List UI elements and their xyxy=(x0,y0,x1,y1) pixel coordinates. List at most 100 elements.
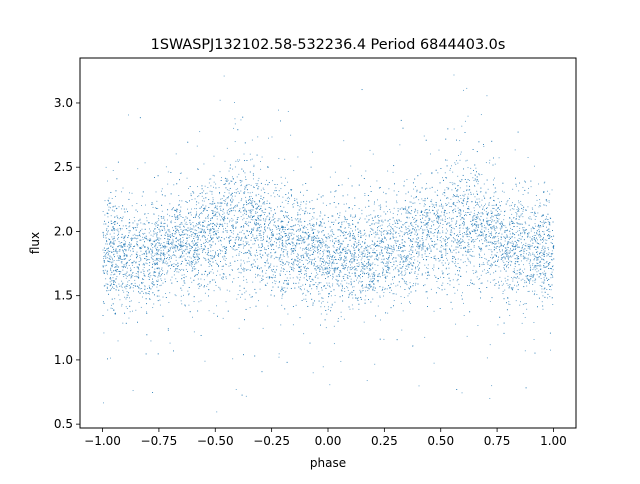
data-point xyxy=(158,295,160,297)
data-point xyxy=(231,232,233,233)
data-point xyxy=(412,345,414,347)
data-point xyxy=(329,384,331,386)
data-point xyxy=(211,193,213,195)
data-point xyxy=(311,237,313,239)
data-point xyxy=(528,279,530,280)
data-point xyxy=(222,317,224,319)
data-point xyxy=(526,253,527,255)
data-point xyxy=(370,223,372,225)
data-point xyxy=(257,227,259,229)
data-point xyxy=(246,261,248,263)
data-point xyxy=(480,212,482,214)
data-point xyxy=(168,265,170,267)
data-point xyxy=(134,220,136,222)
data-point xyxy=(138,264,140,265)
data-point xyxy=(299,259,301,261)
data-point xyxy=(309,235,311,237)
data-point xyxy=(309,233,311,235)
data-point xyxy=(187,290,189,292)
plot-area xyxy=(80,58,576,428)
data-point xyxy=(358,248,360,250)
data-point xyxy=(416,219,418,221)
data-point xyxy=(543,259,544,260)
data-point xyxy=(334,301,336,303)
data-point xyxy=(501,245,502,246)
data-point xyxy=(370,185,372,187)
data-point xyxy=(310,261,312,263)
data-point xyxy=(193,226,195,228)
data-point xyxy=(197,254,199,256)
data-point xyxy=(287,111,289,112)
data-point xyxy=(179,255,181,257)
data-point xyxy=(538,234,540,236)
data-point xyxy=(118,245,120,247)
data-point xyxy=(422,241,424,243)
data-point xyxy=(225,177,226,179)
data-point xyxy=(457,185,459,187)
data-point xyxy=(208,266,210,267)
data-point xyxy=(527,157,529,158)
data-point xyxy=(390,229,392,231)
data-point xyxy=(510,227,512,229)
data-point xyxy=(206,275,208,277)
data-point xyxy=(300,208,302,210)
data-point xyxy=(347,194,349,196)
data-point xyxy=(345,221,347,223)
data-point xyxy=(139,292,141,294)
data-point xyxy=(175,216,177,218)
data-point xyxy=(486,95,488,97)
data-point xyxy=(379,319,381,321)
data-point xyxy=(120,229,121,231)
data-point xyxy=(449,233,451,235)
data-point xyxy=(304,241,306,243)
data-point xyxy=(521,232,523,234)
data-point xyxy=(488,203,490,205)
data-point xyxy=(457,240,459,242)
data-point xyxy=(330,256,332,257)
data-point xyxy=(207,214,209,216)
data-point xyxy=(451,189,453,191)
data-point xyxy=(194,275,196,276)
data-point xyxy=(498,218,500,220)
data-point xyxy=(189,235,191,236)
data-point xyxy=(469,232,470,234)
data-point xyxy=(245,252,247,254)
data-point xyxy=(136,243,137,245)
data-point xyxy=(253,227,255,229)
data-point xyxy=(251,158,253,160)
data-point xyxy=(296,235,298,237)
data-point xyxy=(200,228,202,230)
data-point xyxy=(314,284,315,286)
data-point xyxy=(494,163,496,165)
data-point xyxy=(355,229,356,231)
data-point xyxy=(166,273,168,275)
data-point xyxy=(268,224,270,226)
data-point xyxy=(291,268,293,270)
data-point xyxy=(361,272,363,274)
data-point xyxy=(284,287,286,289)
data-point xyxy=(356,297,358,299)
data-point xyxy=(271,270,273,272)
data-point xyxy=(120,244,122,246)
data-point xyxy=(364,299,366,301)
data-point xyxy=(223,258,225,260)
data-point xyxy=(475,205,477,207)
data-point xyxy=(225,199,227,201)
data-point xyxy=(340,265,342,266)
data-point xyxy=(297,235,299,237)
data-point xyxy=(383,259,385,261)
data-point xyxy=(504,225,506,227)
data-point xyxy=(378,226,380,228)
data-point xyxy=(378,220,380,222)
data-point xyxy=(298,263,299,265)
data-point xyxy=(526,245,528,247)
data-point xyxy=(273,258,275,260)
data-point xyxy=(509,205,511,207)
data-point xyxy=(165,234,166,236)
data-point xyxy=(128,280,130,281)
data-point xyxy=(334,191,336,193)
data-point xyxy=(305,259,307,261)
data-point xyxy=(161,210,163,212)
data-point xyxy=(237,234,239,236)
data-point xyxy=(188,236,190,238)
